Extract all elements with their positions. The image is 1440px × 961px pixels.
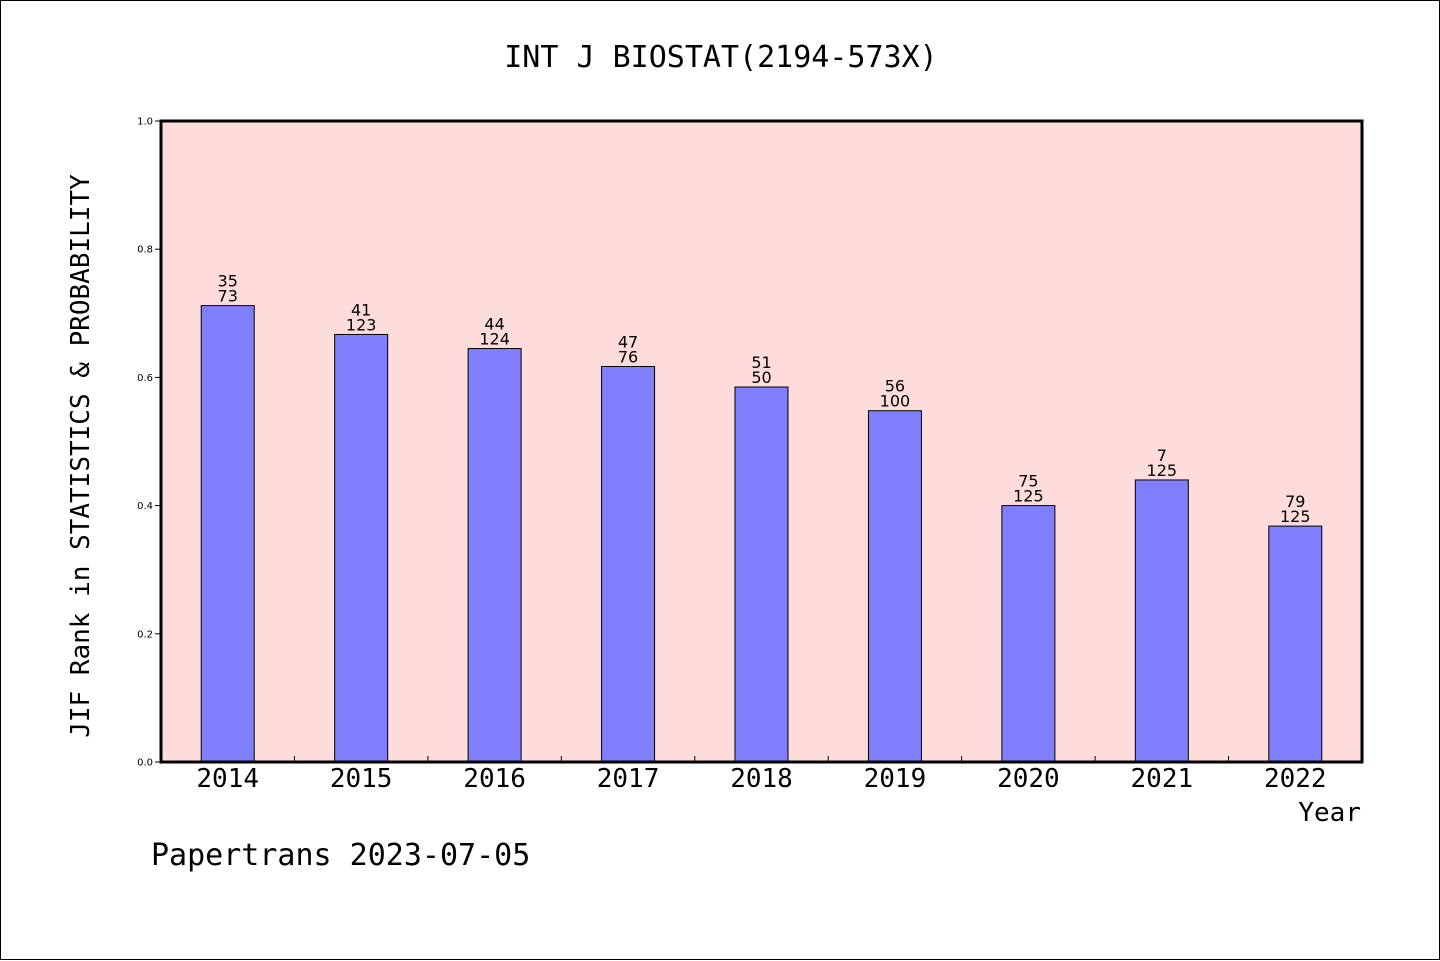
y-tick-label: 0.6 <box>137 373 153 384</box>
data-label-bottom: 124 <box>479 330 510 349</box>
x-tick-label: 2018 <box>730 764 793 794</box>
y-axis-label: JIF Rank in STATISTICS & PROBABILITY <box>66 174 96 738</box>
data-label-top: 51 <box>751 353 771 372</box>
data-label-top: 44 <box>484 315 504 334</box>
x-tick-label: 2022 <box>1264 764 1327 794</box>
y-tick-label: 0.0 <box>137 758 153 769</box>
bar-2018 <box>734 386 789 763</box>
x-axis-label: Year <box>1298 798 1361 828</box>
data-label-bottom: 123 <box>346 315 377 334</box>
data-label-top: 7 <box>1157 446 1167 465</box>
data-label-bottom: 73 <box>218 287 238 306</box>
data-label-bottom: 100 <box>880 392 911 411</box>
data-label-top: 41 <box>351 300 371 319</box>
bars-group <box>200 305 1323 763</box>
x-axis-ticks: 2014 2015 2016 2017 2018 2019 2020 2021 2022 <box>196 756 1327 794</box>
data-label-top: 35 <box>218 272 238 291</box>
data-label-bottom: 50 <box>751 368 771 387</box>
data-label-bottom: 125 <box>1280 507 1311 526</box>
y-tick-label: 0.4 <box>137 501 153 512</box>
y-tick-label: 0.2 <box>137 629 153 640</box>
bar-2022 <box>1268 525 1323 763</box>
data-label-top: 56 <box>885 377 905 396</box>
bar-2020 <box>1001 505 1056 763</box>
bar-2021 <box>1134 479 1189 763</box>
x-tick-label: 2021 <box>1131 764 1194 794</box>
data-label-top: 75 <box>1018 472 1038 491</box>
footer-credit: Papertrans 2023-07-05 <box>151 838 530 873</box>
data-label-bottom: 76 <box>618 348 638 367</box>
x-tick-label: 2019 <box>864 764 927 794</box>
x-tick-label: 2020 <box>997 764 1060 794</box>
data-label-top: 47 <box>618 333 638 352</box>
plot-border <box>159 119 1364 764</box>
bar-2014 <box>200 305 255 763</box>
bar-2019 <box>867 410 922 763</box>
x-tick-label: 2014 <box>196 764 259 794</box>
chart-title: INT J BIOSTAT(2194-573X) <box>504 40 937 75</box>
data-label-top: 79 <box>1285 492 1305 511</box>
y-axis-ticks: 0.0 0.2 0.4 0.6 0.8 1.0 <box>137 117 161 769</box>
x-tick-label: 2017 <box>597 764 660 794</box>
bar-2016 <box>467 348 522 763</box>
x-tick-label: 2016 <box>463 764 526 794</box>
data-label-bottom: 125 <box>1147 461 1178 480</box>
y-tick-label: 0.8 <box>137 245 153 256</box>
bar-2017 <box>601 366 656 763</box>
y-tick-label: 1.0 <box>137 117 153 128</box>
bar-2015 <box>334 333 389 763</box>
data-label-bottom: 125 <box>1013 487 1044 506</box>
x-tick-label: 2015 <box>330 764 393 794</box>
